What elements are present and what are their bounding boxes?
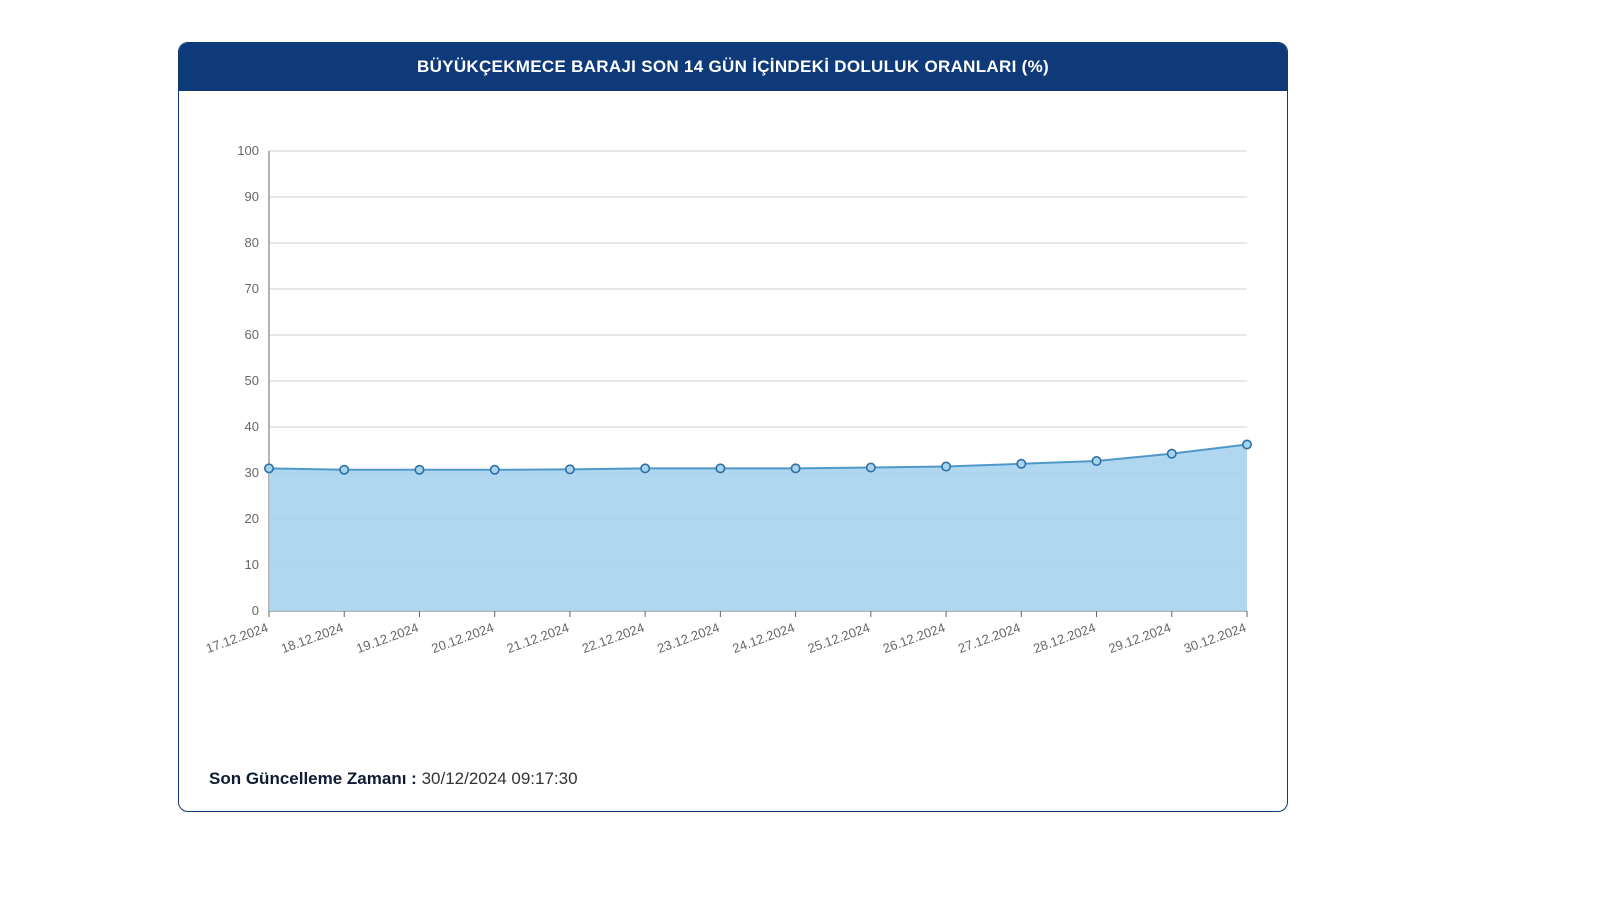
data-point [1092, 457, 1100, 465]
x-tick-label: 29.12.2024 [1107, 620, 1173, 656]
data-point [415, 466, 423, 474]
data-point [340, 466, 348, 474]
data-point [716, 464, 724, 472]
data-point [942, 462, 950, 470]
data-point [791, 464, 799, 472]
x-tick-label: 27.12.2024 [956, 620, 1022, 656]
x-tick-label: 19.12.2024 [354, 620, 420, 656]
x-tick-label: 30.12.2024 [1182, 620, 1248, 656]
y-tick-label: 40 [245, 419, 259, 434]
last-update-value: 30/12/2024 09:17:30 [422, 769, 578, 788]
y-tick-label: 80 [245, 235, 259, 250]
x-tick-label: 28.12.2024 [1031, 620, 1097, 656]
y-tick-label: 90 [245, 189, 259, 204]
x-tick-label: 21.12.2024 [505, 620, 571, 656]
y-tick-label: 60 [245, 327, 259, 342]
last-update-label: Son Güncelleme Zamanı : [209, 769, 422, 788]
data-point [265, 464, 273, 472]
chart-title: BÜYÜKÇEKMECE BARAJI SON 14 GÜN İÇİNDEKİ … [179, 43, 1287, 91]
data-point [1243, 440, 1251, 448]
chart-card: BÜYÜKÇEKMECE BARAJI SON 14 GÜN İÇİNDEKİ … [178, 42, 1288, 812]
y-tick-label: 70 [245, 281, 259, 296]
x-tick-label: 22.12.2024 [580, 620, 646, 656]
x-tick-label: 18.12.2024 [279, 620, 345, 656]
x-tick-label: 24.12.2024 [730, 620, 796, 656]
y-tick-label: 30 [245, 465, 259, 480]
data-point [641, 464, 649, 472]
y-tick-label: 10 [245, 557, 259, 572]
data-point [490, 466, 498, 474]
x-tick-label: 26.12.2024 [881, 620, 947, 656]
x-tick-label: 23.12.2024 [655, 620, 721, 656]
x-tick-label: 17.12.2024 [204, 620, 270, 656]
y-tick-label: 0 [252, 603, 259, 618]
y-tick-label: 100 [237, 143, 259, 158]
last-update: Son Güncelleme Zamanı : 30/12/2024 09:17… [209, 769, 578, 789]
y-tick-label: 20 [245, 511, 259, 526]
data-point [1168, 449, 1176, 457]
chart-body: 0 10 20 30 40 50 60 70 80 90 100 17.12.202418.12.20… [179, 91, 1287, 811]
data-point [1017, 460, 1025, 468]
y-tick-label: 50 [245, 373, 259, 388]
x-tick-label: 20.12.2024 [429, 620, 495, 656]
area-chart: 0 10 20 30 40 50 60 70 80 90 100 17.12.202418.12.20… [179, 91, 1287, 751]
x-tick-label: 25.12.2024 [806, 620, 872, 656]
data-point [867, 463, 875, 471]
data-point [566, 465, 574, 473]
